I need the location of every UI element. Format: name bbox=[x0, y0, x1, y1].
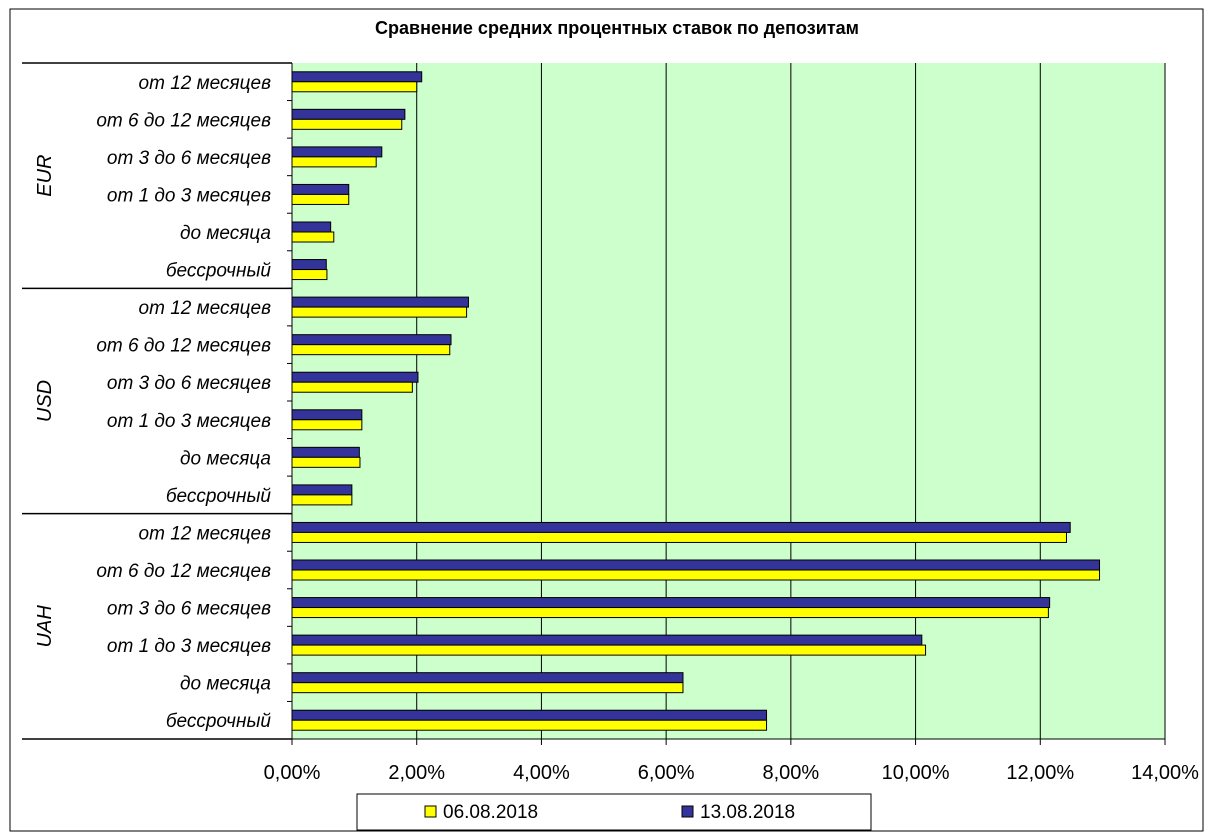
category-label: от 12 месяцев bbox=[139, 73, 272, 94]
bar-06-08-2018 bbox=[291, 644, 927, 656]
bar-13-08-2018 bbox=[291, 259, 327, 271]
category-label: от 3 до 6 месяцев bbox=[107, 373, 271, 394]
category-label: от 6 до 12 месяцев bbox=[96, 561, 271, 582]
chart-title: Сравнение средних процентных ставок по д… bbox=[375, 18, 859, 38]
category-label: от 1 до 3 месяцев bbox=[107, 411, 271, 432]
category-label: бессрочный bbox=[166, 711, 272, 732]
legend: 06.08.2018 13.08.2018 bbox=[356, 793, 872, 831]
bar-06-08-2018 bbox=[291, 381, 413, 393]
legend-swatch bbox=[424, 805, 437, 818]
bars bbox=[291, 71, 1101, 731]
category-label: от 1 до 3 месяцев bbox=[107, 636, 271, 657]
bar-06-08-2018 bbox=[291, 269, 328, 281]
category-label: бессрочный bbox=[166, 261, 272, 282]
category-label: до месяца bbox=[180, 223, 271, 244]
bar-13-08-2018 bbox=[291, 484, 353, 496]
bar-13-08-2018 bbox=[291, 221, 332, 233]
category-label: до месяца bbox=[180, 674, 271, 695]
category-label: от 12 месяцев bbox=[139, 298, 272, 319]
bar-06-08-2018 bbox=[291, 719, 768, 731]
bar-13-08-2018 bbox=[291, 409, 363, 421]
bar-06-08-2018 bbox=[291, 456, 361, 468]
bar-06-08-2018 bbox=[291, 531, 1067, 543]
bar-06-08-2018 bbox=[291, 682, 684, 694]
bar-13-08-2018 bbox=[291, 371, 419, 383]
x-tick-label: 2,00% bbox=[388, 762, 445, 784]
bar-13-08-2018 bbox=[291, 709, 768, 721]
bar-06-08-2018 bbox=[291, 306, 468, 318]
bar-06-08-2018 bbox=[291, 231, 335, 243]
bar-06-08-2018 bbox=[291, 419, 363, 431]
bar-13-08-2018 bbox=[291, 521, 1071, 533]
x-tick-label: 4,00% bbox=[513, 762, 570, 784]
bar-06-08-2018 bbox=[291, 494, 353, 506]
legend-label: 06.08.2018 bbox=[443, 802, 538, 823]
gridlines bbox=[416, 63, 1166, 739]
plot-area bbox=[292, 63, 1165, 739]
group-label: EUR bbox=[34, 155, 56, 197]
bar-13-08-2018 bbox=[291, 108, 406, 120]
bar-13-08-2018 bbox=[291, 634, 923, 646]
category-label: бессрочный bbox=[166, 486, 272, 507]
legend-label: 13.08.2018 bbox=[700, 802, 795, 823]
bar-06-08-2018 bbox=[291, 193, 350, 205]
category-label: до месяца bbox=[180, 448, 271, 469]
legend-box bbox=[356, 793, 872, 831]
bar-06-08-2018 bbox=[291, 156, 377, 168]
bar-13-08-2018 bbox=[291, 597, 1051, 609]
bar-13-08-2018 bbox=[291, 146, 383, 158]
legend-swatch bbox=[681, 805, 694, 818]
x-tick-label: 12,00% bbox=[1006, 762, 1074, 784]
bar-13-08-2018 bbox=[291, 71, 423, 83]
bar-13-08-2018 bbox=[291, 334, 452, 346]
bar-06-08-2018 bbox=[291, 344, 451, 356]
bar-06-08-2018 bbox=[291, 118, 403, 130]
x-tick-label: 6,00% bbox=[638, 762, 695, 784]
group-label: UAH bbox=[34, 605, 56, 648]
x-tick-label: 14,00% bbox=[1131, 762, 1199, 784]
bar-13-08-2018 bbox=[291, 183, 350, 195]
x-tick-label: 0,00% bbox=[264, 762, 321, 784]
category-label: от 12 месяцев bbox=[139, 523, 272, 544]
bar-13-08-2018 bbox=[291, 296, 469, 308]
axes: 0,00% 2,00% 4,00% 6,00% 8,00% 10,00% 12,00% 14,… bbox=[22, 62, 1199, 784]
category-label: от 6 до 12 месяцев bbox=[96, 110, 271, 131]
bar-13-08-2018 bbox=[291, 672, 684, 684]
bar-06-08-2018 bbox=[291, 607, 1049, 619]
x-tick-label: 8,00% bbox=[762, 762, 819, 784]
bar-06-08-2018 bbox=[291, 569, 1101, 581]
category-labels: EUR от 12 месяцев от 6 до 12 месяцев от 3 д… bbox=[34, 73, 271, 732]
x-tick-label: 10,00% bbox=[882, 762, 950, 784]
category-label: от 6 до 12 месяцев bbox=[96, 336, 271, 357]
category-label: от 1 до 3 месяцев bbox=[107, 185, 271, 206]
bar-06-08-2018 bbox=[291, 81, 418, 93]
bar-13-08-2018 bbox=[291, 446, 360, 458]
category-label: от 3 до 6 месяцев bbox=[107, 148, 271, 169]
group-label: USD bbox=[34, 380, 56, 422]
category-label: от 3 до 6 месяцев bbox=[107, 599, 271, 620]
bar-13-08-2018 bbox=[291, 559, 1101, 571]
